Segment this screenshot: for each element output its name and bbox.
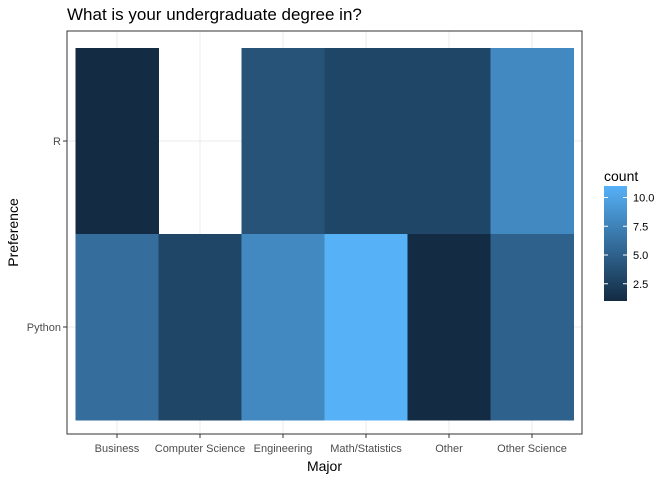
x-tick-label: Business [95, 443, 140, 455]
x-tick-label: Engineering [254, 443, 313, 455]
legend-break-label: 7.5 [633, 221, 648, 233]
x-tick-label: Other Science [497, 443, 567, 455]
heatmap-cell [241, 234, 325, 421]
heatmap-cell [158, 234, 242, 421]
plot-panel-border [66, 30, 583, 435]
x-tick-label: Other [435, 443, 463, 455]
legend-break-label: 5.0 [633, 250, 648, 262]
heatmap-cells [75, 48, 574, 421]
heatmap-cell [490, 48, 574, 235]
chart-title: What is your undergraduate degree in? [67, 5, 362, 24]
x-axis: Business Computer Science Engineering Math/… [95, 434, 567, 455]
legend-break-label: 2.5 [633, 279, 648, 291]
x-axis-title: Major [307, 458, 342, 474]
legend-colorbar [604, 186, 627, 301]
heatmap-cell [75, 234, 159, 421]
heatmap-cell [324, 234, 408, 421]
legend: count 2.5 5.0 7.5 10.0 [604, 168, 654, 301]
x-tick-label: Computer Science [155, 443, 246, 455]
heatmap-cell [407, 48, 491, 235]
heatmap-cell [490, 234, 574, 421]
heatmap-cell [75, 48, 159, 235]
y-tick-label: R [53, 136, 61, 148]
legend-title: count [604, 168, 638, 184]
heatmap-cell [407, 234, 491, 421]
x-tick-label: Math/Statistics [330, 443, 402, 455]
heatmap-cell [241, 48, 325, 235]
y-axis: Python R [27, 136, 67, 334]
y-axis-title: Preference [5, 198, 21, 267]
legend-break-label: 10.0 [633, 193, 654, 205]
heatmap-cell [324, 48, 408, 235]
y-tick-label: Python [27, 322, 61, 334]
